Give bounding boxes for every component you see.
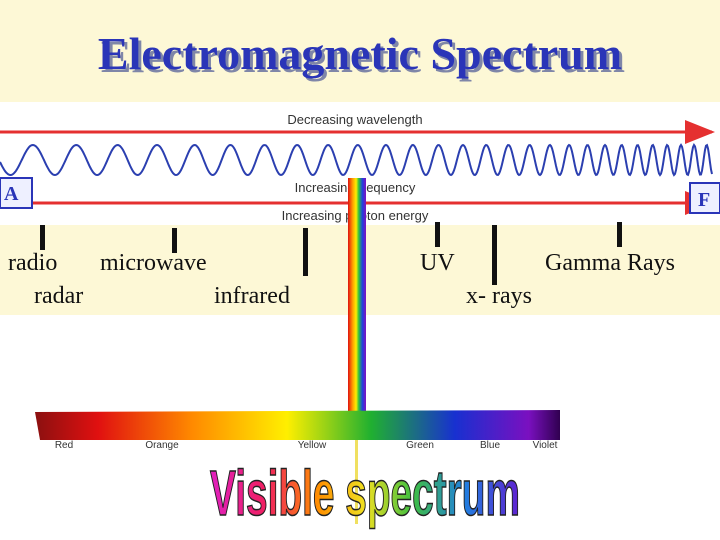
- divider: [303, 228, 308, 276]
- color-label: Green: [406, 440, 434, 451]
- visible-bar: [35, 410, 560, 440]
- end-box-left: [0, 177, 33, 209]
- end-box-right: [689, 182, 720, 214]
- color-label: Blue: [480, 440, 500, 451]
- prism-strip: [348, 178, 366, 414]
- band-label: x- rays: [466, 283, 532, 309]
- color-label: Orange: [145, 440, 179, 451]
- title-band: [0, 0, 720, 102]
- band-label: Gamma Rays: [545, 250, 675, 276]
- wavelength-label: Decreasing wavelength: [287, 112, 422, 127]
- color-label: Yellow: [298, 440, 327, 451]
- title-shadow: Electromagnetic Spectrum: [101, 31, 625, 82]
- divider: [172, 228, 177, 253]
- color-label: Red: [55, 440, 73, 451]
- divider: [492, 225, 497, 285]
- divider: [40, 225, 45, 250]
- band-label: radio: [8, 250, 57, 276]
- divider: [617, 222, 622, 247]
- title: Electromagnetic Spectrum: [98, 28, 622, 79]
- band-label: microwave: [100, 250, 207, 276]
- beam: [355, 414, 358, 524]
- color-label: Violet: [533, 440, 558, 451]
- wave: [0, 143, 713, 177]
- end-label-left: A: [4, 183, 19, 205]
- band-dividers: [40, 222, 622, 285]
- end-label-right: F: [698, 189, 710, 211]
- band-label: radar: [34, 283, 83, 309]
- band-label: UV: [420, 250, 455, 276]
- band-label: infrared: [214, 283, 290, 309]
- visible-title: Visible spectrum: [210, 457, 520, 529]
- divider: [435, 222, 440, 247]
